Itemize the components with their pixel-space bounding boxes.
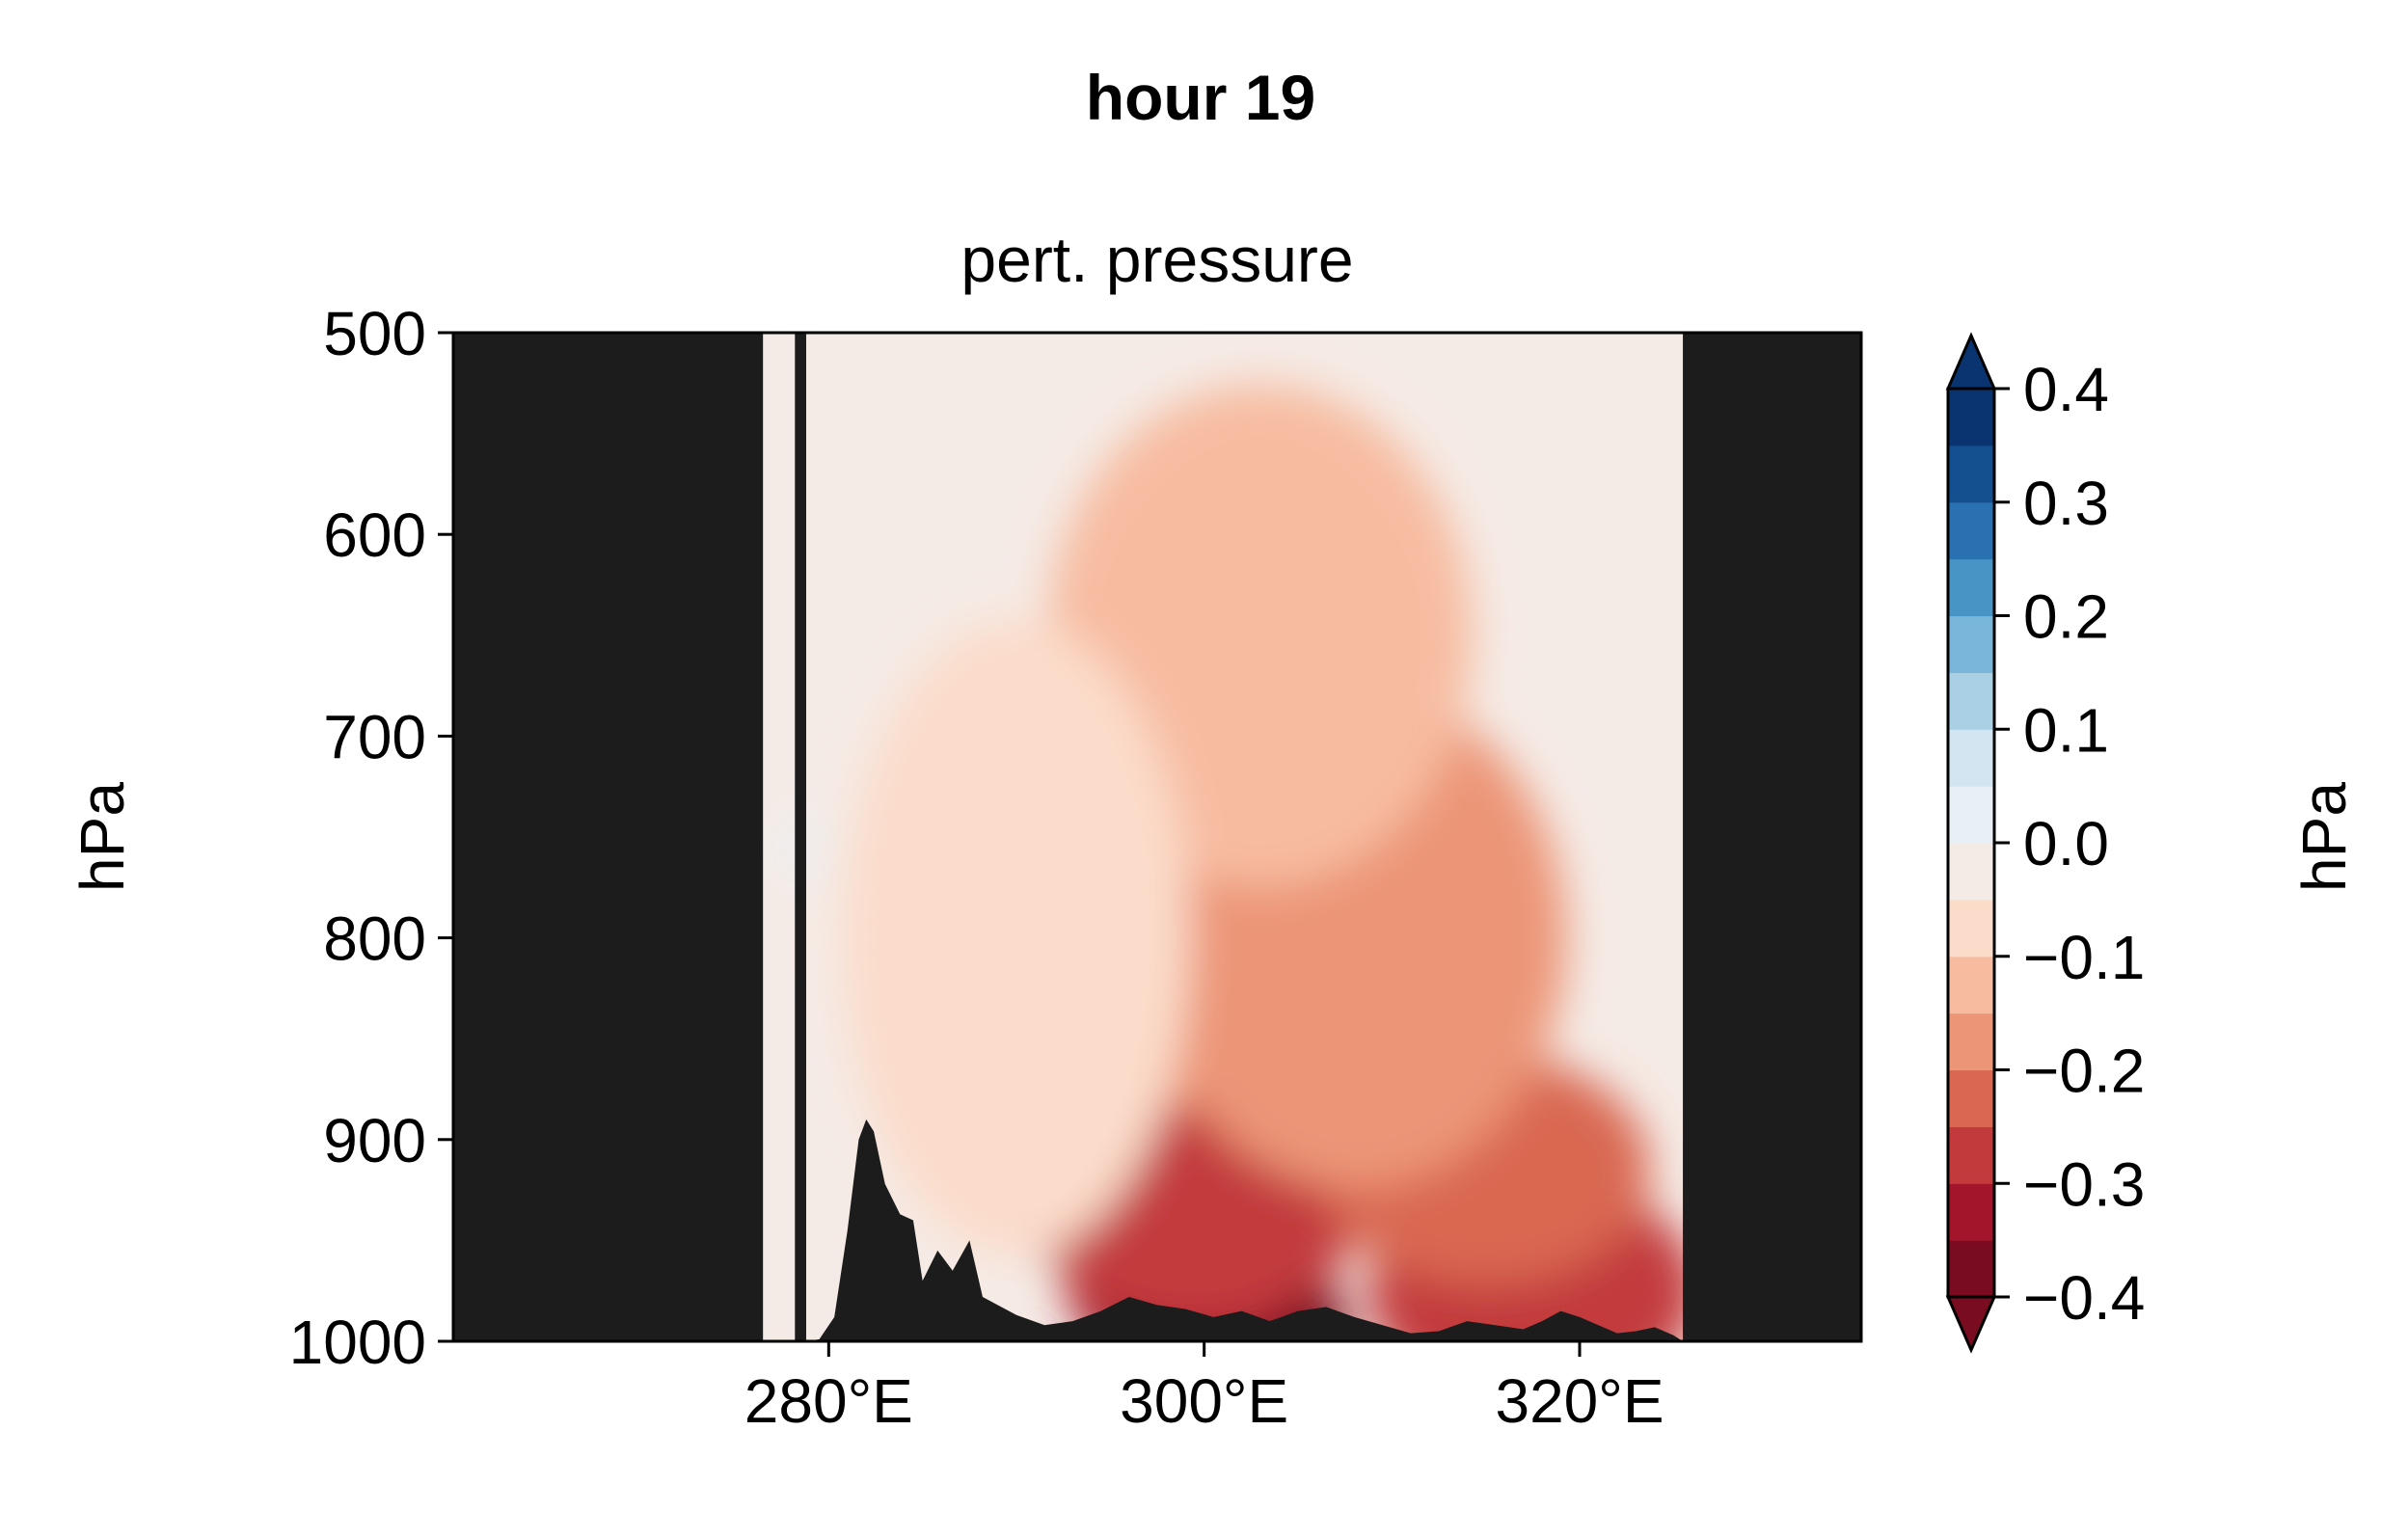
panel-title: pert. pressure: [960, 224, 1353, 295]
colorbar-segment: [1948, 1012, 1994, 1071]
terrain-silhouette: [805, 1119, 1684, 1341]
colorbar-segment: [1948, 1183, 1994, 1241]
plot-area: [453, 333, 1861, 1341]
colorbar-tick-label: −0.1: [2023, 923, 2145, 992]
y-tick-label: 600: [323, 500, 426, 570]
colorbar-tick-label: 0.1: [2023, 695, 2109, 765]
y-tick-label: 900: [323, 1106, 426, 1175]
colorbar-segment: [1948, 729, 1994, 787]
colorbar-segment: [1948, 389, 1994, 446]
y-tick-label: 700: [323, 702, 426, 771]
plot-frame: [451, 331, 1863, 1343]
colorbar-segment: [1948, 899, 1994, 958]
y-tick-label: 500: [323, 299, 426, 368]
masked-region: [453, 333, 764, 1341]
colorbar-tick-label: 0.3: [2023, 469, 2109, 538]
colorbar-segment: [1948, 1240, 1994, 1298]
colorbar-segment: [1948, 1126, 1994, 1184]
contour-cores: [785, 384, 1697, 1341]
colorbar-segment: [1948, 786, 1994, 844]
colorbar-segment: [1948, 843, 1994, 901]
masked-region-layer: [453, 333, 1861, 1341]
masked-region: [795, 333, 806, 1341]
figure-suptitle: hour 19: [1086, 62, 1315, 133]
colorbar-segment: [1948, 956, 1994, 1014]
colorbar-tick-label: −0.2: [2023, 1037, 2145, 1106]
masked-region: [1683, 333, 1861, 1341]
colorbar-extend-max: [1945, 332, 1997, 391]
y-axis: 500 600 700 800 900 1000: [289, 299, 453, 1377]
colorbar-label: hPa: [2289, 782, 2359, 892]
colorbar-segment: [1948, 445, 1994, 503]
y-tick-label: 800: [323, 904, 426, 974]
colorbar-tick-label: 0.2: [2023, 582, 2109, 652]
colorbar-segment: [1948, 501, 1994, 560]
x-tick-label: 300°E: [1120, 1366, 1288, 1436]
colorbar-tick-label: 0.4: [2023, 355, 2109, 424]
colorbar-segment: [1948, 615, 1994, 673]
colorbar-segment: [1948, 558, 1994, 617]
colorbar: −0.4 −0.3 −0.2 −0.1 0.0 0.1 0.2 0.3 0.4: [1945, 332, 2145, 1354]
colorbar-tick-label: −0.4: [2023, 1263, 2145, 1333]
colorbar-extend-min: [1945, 1295, 1997, 1354]
colorbar-tick-label: −0.3: [2023, 1149, 2145, 1219]
x-tick-label: 280°E: [744, 1366, 913, 1436]
x-tick-label: 320°E: [1495, 1366, 1664, 1436]
x-axis: 280°E 300°E 320°E: [744, 1341, 1664, 1436]
colorbar-segment: [1948, 1069, 1994, 1127]
contour-core: [843, 619, 1190, 1256]
y-tick-label: 1000: [289, 1308, 426, 1377]
colorbar-tick-label: 0.0: [2023, 809, 2109, 878]
colorbar-segment: [1948, 672, 1994, 730]
y-axis-label: hPa: [68, 782, 137, 892]
contour-field: [763, 333, 1697, 1341]
